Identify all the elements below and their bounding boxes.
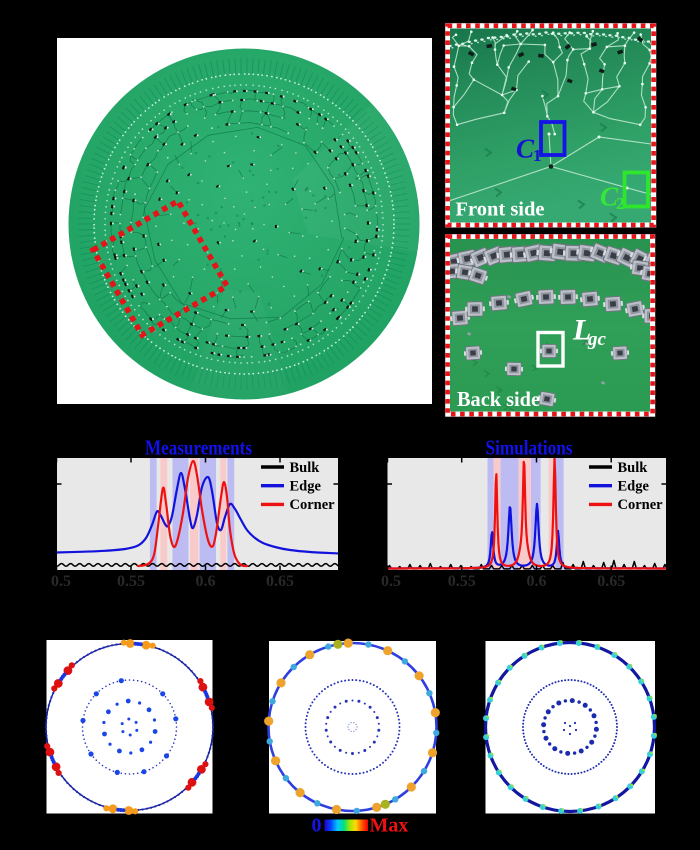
svg-text:Back side: Back side (457, 387, 540, 411)
svg-text:0.6: 0.6 (527, 573, 547, 590)
svg-text:Corner: Corner (618, 497, 664, 513)
svg-text:C: C (516, 134, 535, 164)
svg-text:0: 0 (312, 815, 322, 837)
svg-text:Edge: Edge (290, 479, 322, 495)
svg-text:1: 1 (533, 146, 542, 165)
svg-text:gc: gc (587, 329, 607, 350)
svg-text:2: 2 (616, 194, 625, 213)
svg-text:Bulk: Bulk (290, 460, 321, 476)
svg-text:Corner: Corner (290, 497, 336, 513)
svg-text:0.5: 0.5 (381, 573, 401, 590)
svg-text:0.6: 0.6 (196, 573, 216, 590)
svg-text:Measurements: Measurements (145, 436, 252, 460)
svg-text:Max: Max (370, 815, 409, 837)
svg-text:Edge: Edge (618, 479, 650, 495)
svg-text:C: C (600, 182, 619, 212)
svg-text:Bulk: Bulk (618, 460, 649, 476)
svg-text:0.5: 0.5 (51, 573, 71, 590)
svg-text:Front side: Front side (456, 199, 545, 221)
svg-text:0.65: 0.65 (597, 573, 625, 590)
svg-text:Simulations: Simulations (486, 436, 573, 460)
svg-text:0.65: 0.65 (266, 573, 294, 590)
svg-text:L: L (572, 314, 591, 347)
svg-text:0.55: 0.55 (448, 573, 476, 590)
svg-text:0.55: 0.55 (117, 573, 145, 590)
